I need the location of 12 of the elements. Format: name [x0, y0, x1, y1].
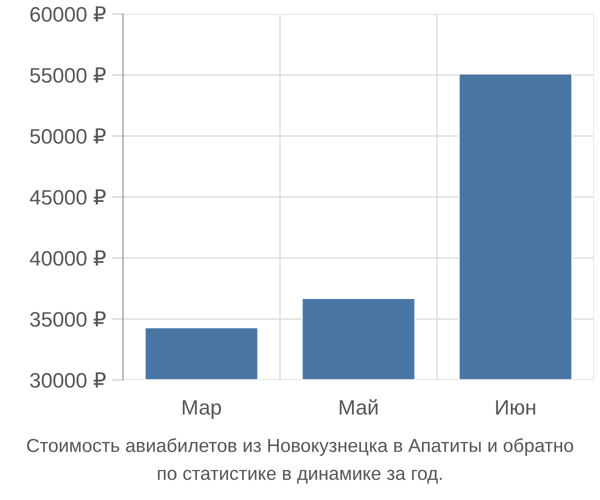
y-tick-label: 40000 ₽ — [30, 250, 106, 266]
text: по статистике в динамике за год. — [158, 470, 442, 484]
text: Стоимость авиабилетов из Новокузнецка в Апатиты и обратно — [27, 438, 574, 456]
y-tick-label: 30000 ₽ — [30, 372, 106, 388]
y-tick-label: 35000 ₽ — [30, 311, 106, 327]
y-tick-label: 50000 ₽ — [30, 128, 106, 144]
y-tick-label: 55000 ₽ — [30, 67, 106, 83]
x-tick-label: Мар — [182, 400, 222, 419]
x-tick-label: Июн — [496, 400, 536, 415]
y-tick-label: 45000 ₽ — [30, 189, 106, 205]
x-tick-label: Май — [340, 399, 378, 415]
y-tick-label: 60000 ₽ — [30, 6, 106, 22]
